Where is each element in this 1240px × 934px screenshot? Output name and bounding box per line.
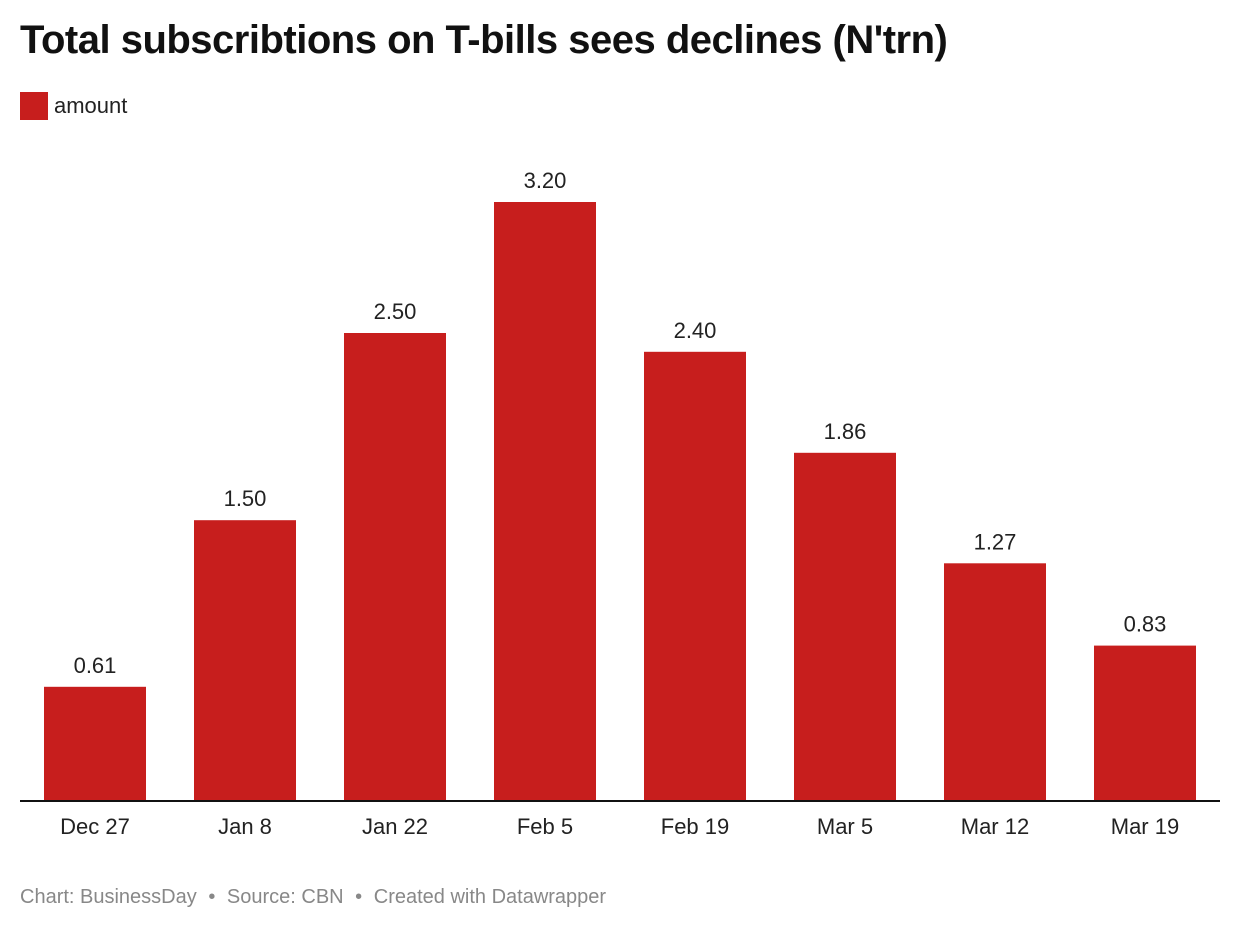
value-label: 0.83 [1124, 612, 1167, 637]
x-tick-label: Jan 22 [362, 814, 428, 839]
x-tick-label: Dec 27 [60, 814, 130, 839]
bar-feb-5 [494, 202, 596, 801]
bar-chart: 0.61 1.50 2.50 3.20 2.40 1.86 1.27 0.83 Dec 27 J… [20, 168, 1220, 839]
bars-group [44, 202, 1196, 801]
x-tick-label: Jan 8 [218, 814, 272, 839]
source-credit: Source: CBN [226, 886, 344, 908]
legend: amount [20, 92, 127, 120]
value-label: 3.20 [524, 168, 567, 193]
footer: Chart: BusinessDay • Source: CBN • Creat… [20, 886, 606, 909]
bar-dec-27 [44, 686, 146, 801]
bar-mar-12 [944, 563, 1046, 801]
value-label: 1.86 [824, 419, 867, 444]
x-tick-label: Mar 19 [1111, 814, 1179, 839]
created-with-credit: Created with Datawrapper [373, 886, 607, 908]
x-tick-label: Mar 12 [961, 814, 1029, 839]
bar-feb-19 [644, 351, 746, 801]
chart-title: Total subscribtions on T-bills sees decl… [20, 18, 948, 62]
chart-credit: Chart: BusinessDay [20, 886, 197, 908]
bar-jan-22 [344, 333, 446, 801]
footer-separator: • [208, 886, 216, 908]
footer-separator: • [355, 886, 363, 908]
value-label: 0.61 [74, 653, 117, 678]
value-label: 2.40 [674, 318, 717, 343]
bar-jan-8 [194, 520, 296, 801]
value-label: 2.50 [374, 299, 417, 324]
x-tick-label: Mar 5 [817, 814, 873, 839]
value-labels-group: 0.61 1.50 2.50 3.20 2.40 1.86 1.27 0.83 [74, 168, 1167, 678]
value-label: 1.27 [974, 529, 1017, 554]
x-tick-label: Feb 19 [661, 814, 730, 839]
legend-label: amount [54, 93, 128, 118]
legend-swatch [20, 92, 48, 120]
x-tick-label: Feb 5 [517, 814, 573, 839]
value-label: 1.50 [224, 486, 267, 511]
bar-mar-19 [1094, 645, 1196, 801]
bar-mar-5 [794, 452, 896, 801]
x-tick-labels-group: Dec 27 Jan 8 Jan 22 Feb 5 Feb 19 Mar 5 Mar 12 M… [60, 814, 1179, 839]
